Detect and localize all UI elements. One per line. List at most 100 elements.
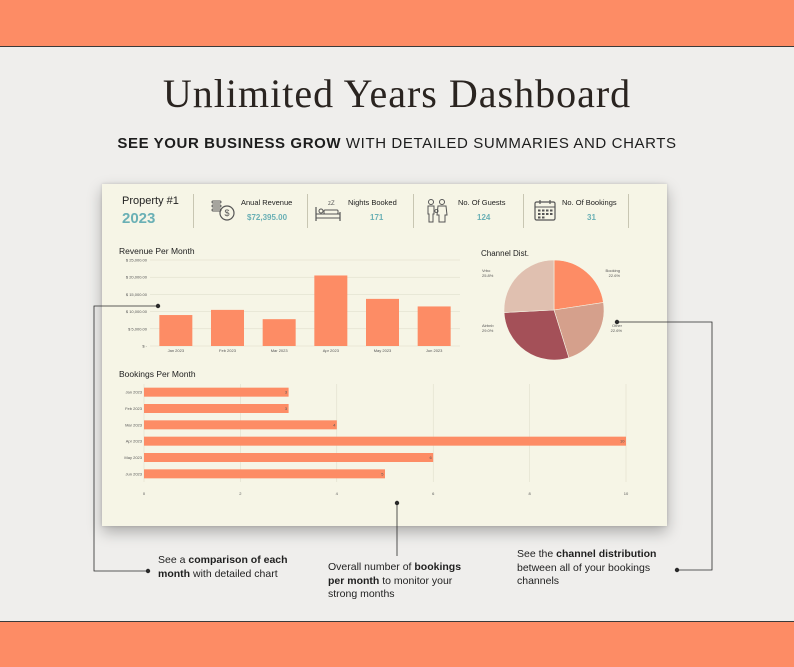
y-tick-label: $ 5,000.00 [128,326,148,331]
x-tick-label: 0 [143,491,146,496]
page-title: Unlimited Years Dashboard [162,71,632,116]
x-tick-label: May 2023 [374,348,392,353]
pie-slice-percent: 25.8% [482,273,494,278]
kpi-guests-label: No. Of Guests [458,198,506,207]
callout-text: with detailed chart [190,567,278,580]
pie-slice-percent: 22.6% [611,328,623,333]
bookings-bar [144,453,434,462]
calendar-icon [534,200,556,221]
pie-slice [553,259,604,311]
x-tick-label: Jan 2023 [168,348,185,353]
guests-icon [427,199,448,223]
callout-channel-distribution: See the channel distribution between all… [517,548,677,589]
callout-bold: bookings per month [328,561,462,587]
pie-slice-percent: 22.6% [609,273,621,278]
y-tick-label: $ 15,000.00 [126,292,148,297]
dashboard-panel: Property #1 2023 $ Anual Revenue $72,395… [102,184,667,526]
revenue-bar [159,315,193,346]
callout-text: See a [158,554,189,566]
callout-bookings-per-month: Overall number of bookings per month to … [328,561,478,602]
kpi-revenue-value: $72,395.00 [247,213,288,222]
connector-dot [674,567,680,573]
kpi-guests-value: 124 [477,213,491,222]
bookings-bar [144,387,289,397]
subtitle-bold: SEE YOUR BUSINESS GROW [117,135,342,152]
callout-text: Overall number of [328,561,415,573]
bar-value-label: 6 [429,455,432,460]
kpi-nights-value: 171 [370,213,384,222]
pie-slice-name: Airbnb [482,323,494,328]
connector-dot [145,568,151,574]
bookings-chart: 0 2 4 6 8 10 Jan 2023 3 Feb 2023 3 Mar 2023 4 Apr 20… [124,384,629,496]
kpi-nights-label: Nights Booked [348,198,397,207]
kpi-revenue-label: Anual Revenue [241,198,293,207]
x-tick-label: 10 [624,491,629,496]
callout-text: between all of your bookings channels [517,561,651,588]
callout-monthly-comparison: See a comparison of each month with deta… [158,554,308,581]
bar-value-label: 3 [285,406,288,411]
y-tick-label: $ 20,000.00 [126,275,148,280]
bar-value-label: 4 [333,422,336,427]
kpi-divider [307,194,308,228]
bookings-bar [144,404,289,413]
revenue-bar [211,309,244,346]
x-tick-label: Apr 2023 [323,348,340,353]
connector-dot [155,303,161,309]
revenue-chart-title: Revenue Per Month [119,246,195,256]
revenue-bar [417,306,451,346]
kpi-divider [523,194,524,228]
y-tick-label: Jan 2023 [126,390,143,395]
pie-slice [553,302,605,359]
bar-value-label: 3 [285,390,288,395]
money-bag-icon: $ [211,200,235,221]
y-tick-label: May 2023 [124,455,142,460]
bottom-band [0,621,794,667]
bookings-chart-title: Bookings Per Month [119,369,196,379]
pie-slice-percent: 29.0% [482,328,494,333]
channel-chart-title: Channel Dist. [481,249,530,258]
x-tick-label: 4 [336,491,339,496]
page-subtitle: SEE YOUR BUSINESS GROW WITH DETAILED SUM… [0,135,794,152]
y-tick-label: Mar 2023 [125,422,143,427]
pie-slice-name: Booking [606,268,620,273]
revenue-bar [314,275,348,346]
bar-value-label: 10 [620,439,625,444]
y-tick-label: Apr 2023 [126,439,143,444]
y-tick-label: Jun 2023 [126,471,143,476]
top-band [0,0,794,47]
subtitle-rest: WITH DETAILED SUMMARIES AND CHARTS [341,135,677,152]
connector-line [93,305,158,572]
svg-text:zZ: zZ [328,201,335,207]
revenue-bar [262,319,296,346]
x-tick-label: 8 [528,491,531,496]
y-tick-label: $ 10,000.00 [126,309,148,314]
callout-bold: comparison of each month [158,554,288,580]
property-name: Property #1 [122,195,179,207]
x-tick-label: Jun 2023 [426,348,443,353]
revenue-chart: $ - $ 5,000.00 $ 10,000.00 $ 15,000.00 $ 20,… [126,258,460,353]
x-tick-label: 2 [239,491,242,496]
kpi-row: Property #1 2023 $ Anual Revenue $72,395… [102,184,667,230]
x-tick-label: 6 [432,491,435,496]
bookings-bar [144,436,626,446]
x-tick-label: Feb 2023 [219,348,237,353]
property-year: 2023 [122,210,156,227]
kpi-bookings-value: 31 [587,213,596,222]
revenue-bar [366,298,399,346]
connector-dot [394,500,400,506]
connector-dot [614,319,620,325]
pie-slice [503,309,570,361]
y-tick-label: $ - [142,344,147,349]
bookings-bar [144,420,337,430]
kpi-divider [193,194,194,228]
kpi-divider [628,194,629,228]
svg-text:$: $ [224,208,229,218]
callout-text: See the [517,548,557,560]
bookings-bar [144,469,385,479]
kpi-divider [413,194,414,228]
callout-text: to monitor your strong months [328,574,453,601]
pie-slice-name: Other [612,323,623,328]
kpi-bookings-label: No. Of Bookings [562,198,617,207]
x-tick-label: Mar 2023 [271,348,289,353]
